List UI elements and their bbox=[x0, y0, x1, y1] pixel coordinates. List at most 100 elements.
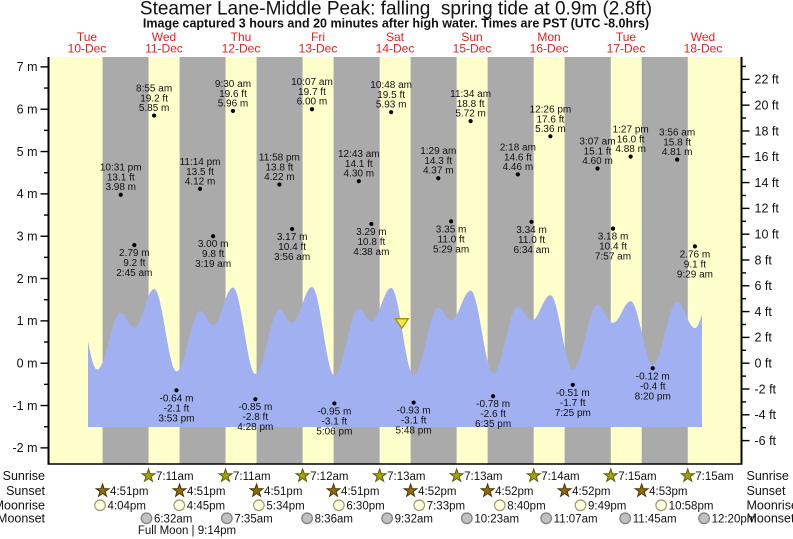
tide-annotation-line: 15.1 ft bbox=[584, 146, 612, 157]
tide-annotation-line: -0.85 m bbox=[238, 402, 272, 413]
tide-annotation-line: 11:58 pm bbox=[259, 153, 300, 164]
sun-moon-time: 7:13am bbox=[387, 471, 425, 483]
tide-extreme-dot bbox=[628, 154, 633, 159]
tide-annotation-line: 4.12 m bbox=[185, 176, 216, 187]
left-axis-tick-label: 4 m bbox=[17, 187, 38, 201]
moonset-icon bbox=[381, 512, 393, 525]
left-axis-tick-label: 0 m bbox=[17, 357, 38, 371]
tide-annotation-line: 5:06 pm bbox=[316, 426, 352, 437]
tide-annotation-line: 11.0 ft bbox=[438, 234, 465, 245]
tide-extreme-dot bbox=[692, 244, 698, 249]
sunrise-star-icon bbox=[294, 467, 311, 483]
tide-annotation-line: 19.2 ft bbox=[140, 94, 168, 105]
tide-extreme-dot bbox=[118, 192, 123, 197]
tide-annotation-line: -0.93 m bbox=[397, 406, 431, 417]
tide-annotation-line: 3.18 m bbox=[598, 232, 629, 243]
right-axis-tick-label: 16 ft bbox=[755, 150, 780, 164]
sun-moon-time: 7:11am bbox=[233, 471, 271, 483]
tide-annotation-line: -0.64 m bbox=[160, 393, 194, 404]
right-axis-tick-label: -4 ft bbox=[755, 408, 777, 422]
row-label-right: Sunset bbox=[747, 484, 786, 498]
day-label-date: 10-Dec bbox=[68, 42, 107, 56]
sun-moon-time: 7:33pm bbox=[427, 501, 465, 513]
moonset-icon bbox=[140, 512, 153, 525]
tide-annotation-line: 4.88 m bbox=[615, 144, 646, 155]
sun-moon-time: 7:15am bbox=[695, 471, 733, 483]
tide-annotation-line: -2.1 ft bbox=[164, 403, 190, 414]
tide-annotation-line: 4.81 m bbox=[662, 147, 693, 158]
tide-annotation-line: -0.95 m bbox=[317, 406, 351, 417]
tide-extreme-dot bbox=[448, 219, 454, 224]
tide-annotation-line: 3.34 m bbox=[516, 225, 547, 236]
day-label-weekday: Sun bbox=[461, 30, 482, 44]
tide-annotation-line: 14.1 ft bbox=[345, 159, 373, 170]
right-axis-tick-label: 2 ft bbox=[755, 331, 773, 345]
sun-moon-time: 10:23am bbox=[474, 514, 519, 526]
tide-curve bbox=[88, 287, 702, 427]
day-label-weekday: Wed bbox=[152, 30, 176, 44]
tide-annotation-line: 9:30 am bbox=[215, 79, 251, 90]
tide-annotation-line: 10.4 ft bbox=[599, 242, 627, 253]
sun-moon-time: 6:32am bbox=[154, 514, 192, 526]
tide-annotation-line: 14.3 ft bbox=[424, 156, 452, 167]
capture-subtitle: Image captured 3 hours and 20 minutes af… bbox=[143, 17, 649, 31]
tide-extreme-dot bbox=[174, 388, 179, 393]
tide-annotation-line: 13.1 ft bbox=[107, 173, 135, 184]
current-time-marker-icon bbox=[394, 318, 410, 330]
tide-extreme-dot bbox=[675, 157, 680, 162]
tide-annotation-line: 19.5 ft bbox=[377, 90, 405, 101]
tide-annotation-line: 19.6 ft bbox=[219, 89, 247, 100]
day-label-date: 13-Dec bbox=[299, 42, 338, 56]
day-label-weekday: Wed bbox=[691, 30, 715, 44]
sun-moon-time: 8:40pm bbox=[507, 501, 545, 513]
right-axis-tick-label: 14 ft bbox=[755, 176, 780, 190]
tide-extreme-dot bbox=[491, 394, 496, 399]
tide-annotation-line: 5.36 m bbox=[535, 124, 566, 135]
right-axis-tick-label: 6 ft bbox=[755, 279, 773, 293]
tide-extreme-dot bbox=[197, 186, 203, 191]
tide-annotation-line: 19.7 ft bbox=[298, 87, 326, 98]
row-label-right: Sunrise bbox=[747, 469, 789, 483]
sun-moon-time: 4:51pm bbox=[264, 486, 302, 498]
moonrise-icon bbox=[252, 499, 265, 512]
tide-annotation-line: 5:29 am bbox=[433, 244, 469, 255]
tide-annotation-line: 9.8 ft bbox=[202, 249, 224, 260]
tide-annotation-line: 4.22 m bbox=[264, 172, 295, 183]
sunset-star-icon bbox=[633, 482, 650, 498]
left-axis-tick-label: -2 m bbox=[13, 441, 38, 455]
sunset-star-icon bbox=[402, 482, 419, 498]
full-moon-note: Full Moon | 9:14pm bbox=[138, 525, 236, 537]
row-label-right: Moonset bbox=[747, 512, 793, 526]
left-axis-tick-label: -1 m bbox=[13, 399, 38, 413]
sun-moon-time: 4:52pm bbox=[572, 486, 610, 498]
tide-extreme-dot bbox=[332, 401, 337, 406]
day-label-date: 11-Dec bbox=[145, 42, 183, 56]
sun-moon-time: 4:51pm bbox=[341, 486, 379, 498]
sunrise-star-icon bbox=[448, 467, 465, 483]
moonrise-icon bbox=[94, 499, 106, 512]
moonset-icon bbox=[460, 512, 473, 525]
tide-annotation-line: 4:38 am bbox=[353, 247, 389, 258]
tide-annotation-line: 10:31 pm bbox=[100, 163, 142, 174]
tide-extreme-dot bbox=[277, 182, 282, 187]
tide-annotation-line: 4:28 pm bbox=[237, 422, 273, 433]
sun-moon-time: 11:45am bbox=[633, 514, 677, 526]
tide-annotation-line: -2.8 ft bbox=[243, 412, 269, 423]
tide-annotation-line: 3.17 m bbox=[277, 232, 308, 243]
moonrise-icon bbox=[173, 499, 186, 512]
tide-annotation-line: 3.98 m bbox=[105, 182, 136, 193]
sunrise-star-icon bbox=[525, 467, 542, 483]
tide-annotation-line: 12:43 am bbox=[338, 149, 380, 160]
tide-annotation-line: 3:19 am bbox=[195, 259, 231, 270]
tide-annotation-line: 10.4 ft bbox=[278, 242, 306, 253]
sunset-star-icon bbox=[171, 482, 188, 498]
tide-annotation-line: 2.76 m bbox=[680, 249, 711, 260]
tide-annotation-line: 11.0 ft bbox=[518, 235, 545, 246]
tide-extreme-dot bbox=[230, 108, 236, 114]
tide-annotation-line: -2.6 ft bbox=[480, 409, 506, 420]
tide-annotation-line: 15.8 ft bbox=[663, 138, 691, 149]
tide-extreme-dot bbox=[253, 397, 258, 402]
row-label-right: Moonrise bbox=[747, 499, 793, 513]
tide-extreme-dot bbox=[650, 366, 655, 371]
